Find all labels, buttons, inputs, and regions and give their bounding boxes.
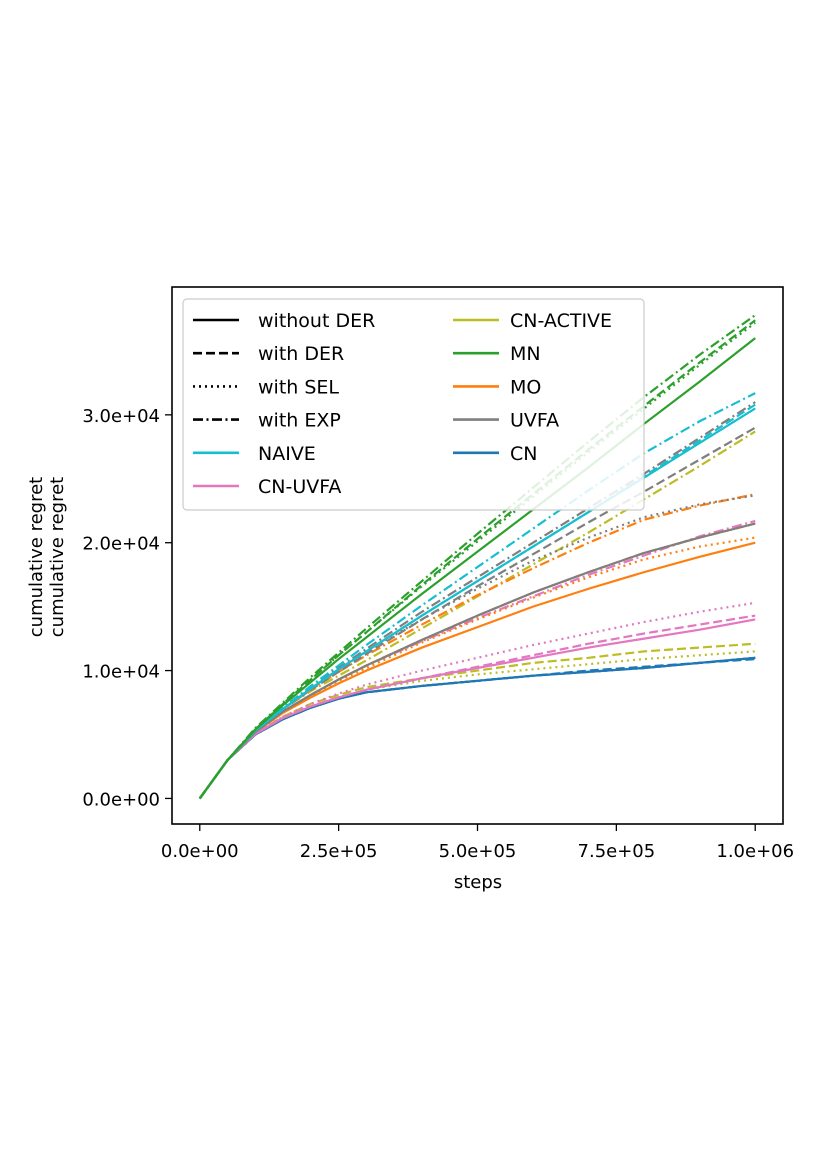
y-tick-label: 2.0e+04 (82, 534, 160, 555)
series-line-cn-with-sel (198, 656, 756, 800)
y-axis-label-line-1: cumulative regret (26, 477, 47, 637)
x-tick-label: 5.0e+05 (439, 841, 517, 862)
legend-label: without DER (258, 310, 375, 332)
series-line-cn-with-exp (198, 656, 756, 800)
series-line-cn-active-with-sel (198, 650, 756, 800)
legend-label: CN-ACTIVE (510, 310, 612, 332)
legend-label: MO (510, 376, 541, 398)
legend-label: with EXP (258, 410, 341, 432)
y-axis-ticks: 0.0e+00 1.0e+04 2.0e+04 3.0e+04 (82, 406, 172, 810)
y-tick-label: 1.0e+04 (82, 662, 160, 683)
x-tick-label: 0.0e+00 (161, 841, 239, 862)
series-line-mo-with-exp (198, 493, 756, 800)
legend-label: with DER (258, 343, 344, 365)
series-line-mo-with-sel (198, 536, 756, 800)
legend-label: CN-UVFA (258, 476, 341, 498)
series-line-cn-with-der (198, 657, 756, 800)
series-line-uvfa-with-sel (198, 494, 756, 800)
y-axis-label-line-2: cumulative regret (47, 477, 68, 637)
series-line-cn-uvfa-with-der (198, 614, 756, 800)
x-tick-label: 1.0e+06 (716, 841, 794, 862)
y-tick-label: 0.0e+00 (82, 789, 160, 810)
series-line-cn-active-with-exp (198, 430, 756, 800)
series-line-cn-without-der (198, 656, 756, 800)
legend-label: with SEL (258, 376, 339, 398)
x-axis-label: steps (454, 872, 502, 893)
series-line-cn-uvfa-with-exp (198, 519, 756, 800)
legend-label: UVFA (510, 410, 559, 432)
legend-label: MN (510, 343, 541, 365)
legend-label: NAIVE (258, 443, 316, 465)
x-tick-label: 7.5e+05 (578, 841, 656, 862)
legend: without DER with DER with SEL with EXP NAIVE… (182, 298, 645, 511)
series-line-mn-with-exp (198, 314, 756, 800)
series-line-cn-uvfa-with-sel (198, 601, 756, 800)
x-axis-ticks: 0.0e+00 2.5e+05 5.0e+05 7.5e+05 1.0e+06 (161, 824, 794, 862)
legend-label: CN (510, 443, 537, 465)
series-line-uvfa-without-der (198, 522, 756, 800)
legend-box (182, 298, 645, 511)
x-tick-label: 2.5e+05 (300, 841, 378, 862)
y-tick-label: 3.0e+04 (82, 406, 160, 427)
